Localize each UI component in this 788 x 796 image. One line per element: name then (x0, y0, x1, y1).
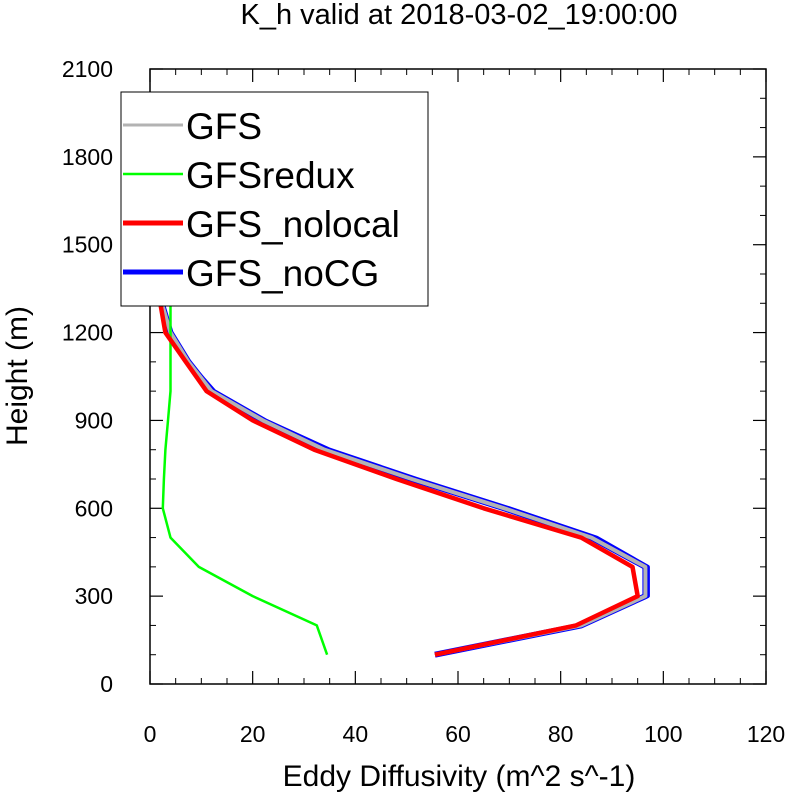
x-tick-label: 40 (343, 721, 369, 747)
x-axis-label: Eddy Diffusivity (m^2 s^-1) (283, 760, 636, 793)
x-tick-label: 100 (644, 721, 682, 747)
x-tick-label: 0 (144, 721, 157, 747)
legend-label: GFS_noCG (186, 253, 379, 294)
legend-label: GFS_nolocal (186, 204, 400, 245)
y-tick-label: 0 (100, 671, 113, 697)
x-tick-label: 80 (548, 721, 574, 747)
x-tick-label: 20 (240, 721, 266, 747)
y-tick-label: 1200 (62, 320, 113, 346)
x-tick-label: 60 (445, 721, 471, 747)
y-axis-label: Height (m) (1, 306, 34, 446)
y-tick-label: 1800 (62, 144, 113, 170)
chart-title: K_h valid at 2018-03-02_19:00:00 (241, 0, 678, 31)
x-tick-label: 120 (747, 721, 785, 747)
legend-label: GFSredux (186, 155, 355, 196)
y-tick-label: 900 (75, 407, 113, 433)
y-tick-label: 1500 (62, 232, 113, 258)
legend-label: GFS (186, 106, 262, 147)
y-tick-label: 300 (75, 583, 113, 609)
y-tick-label: 2100 (62, 56, 113, 82)
legend: GFS GFSredux GFS_nolocal GFS_noCG (120, 91, 429, 307)
axis-tick-labels: 0 20 40 60 80 100 1200300600900120015001800210… (62, 56, 785, 747)
y-tick-label: 600 (75, 495, 113, 521)
